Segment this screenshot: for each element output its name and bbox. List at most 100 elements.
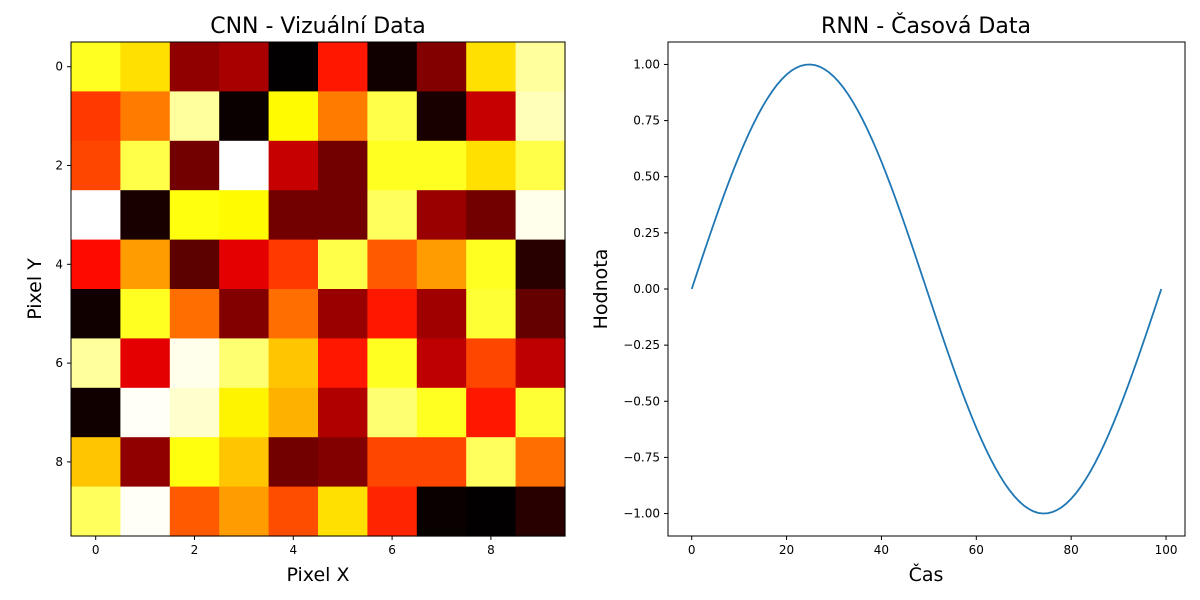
heatmap-x-tick-label: 8 xyxy=(487,543,495,557)
heatmap-cell xyxy=(169,437,220,488)
line-y-tick-label: 1.00 xyxy=(633,57,660,71)
heatmap-cell xyxy=(466,91,517,142)
heatmap-cell xyxy=(318,91,368,142)
heatmap-cell xyxy=(169,140,220,191)
line-x-tick-label: 0 xyxy=(688,543,696,557)
heatmap-cell xyxy=(169,338,220,389)
heatmap-cell xyxy=(219,338,270,389)
line-y-tick-label: 0.00 xyxy=(633,282,660,296)
heatmap-cell xyxy=(169,289,220,339)
heatmap-cell xyxy=(71,387,121,438)
heatmap-cell xyxy=(515,42,566,92)
heatmap-y-tick-label: 0 xyxy=(55,60,63,74)
heatmap-cell xyxy=(219,289,270,339)
heatmap-cell xyxy=(318,289,368,339)
heatmap-cell xyxy=(268,91,319,142)
heatmap-cell xyxy=(120,437,171,488)
line-x-ticks: 0 20 40 60 80 100 xyxy=(688,536,1177,557)
heatmap-cell xyxy=(120,239,171,290)
heatmap-frame xyxy=(70,41,566,537)
heatmap-cell xyxy=(219,42,270,92)
heatmap-cell xyxy=(71,42,121,92)
heatmap-y-tick-label: 8 xyxy=(55,455,63,469)
heatmap-y-label: Pixel Y xyxy=(24,258,46,320)
heatmap-cell xyxy=(367,42,418,92)
heatmap-cell xyxy=(367,289,418,339)
heatmap-cell xyxy=(318,486,368,537)
heatmap-cell xyxy=(219,239,270,290)
heatmap-cell xyxy=(120,486,171,537)
heatmap-cell xyxy=(416,239,467,290)
line-x-tick-label: 20 xyxy=(779,543,794,557)
heatmap-cell xyxy=(416,91,467,142)
heatmap-cell xyxy=(219,91,270,142)
heatmap-x-label: Pixel X xyxy=(286,564,349,586)
heatmap-cell xyxy=(416,42,467,92)
heatmap-cell xyxy=(169,190,220,241)
line-x-tick-label: 80 xyxy=(1064,543,1079,557)
heatmap-cell xyxy=(71,486,121,537)
heatmap-cell xyxy=(515,289,566,339)
heatmap-cell xyxy=(466,387,517,438)
line-y-tick-label: 0.75 xyxy=(633,114,660,128)
heatmap-cell xyxy=(466,338,517,389)
heatmap-cell xyxy=(515,387,566,438)
heatmap-cell xyxy=(219,437,270,488)
heatmap-cell xyxy=(515,91,566,142)
heatmap-cell xyxy=(367,91,418,142)
heatmap-cell xyxy=(515,486,566,537)
heatmap-cell xyxy=(318,437,368,488)
heatmap-cell xyxy=(71,190,121,241)
line-panel: RNN - Časová Data 0 20 40 60 80 100 1.00 0.75 0… xyxy=(590,13,1186,586)
heatmap-cell xyxy=(318,190,368,241)
heatmap-cells xyxy=(71,42,566,537)
heatmap-cell xyxy=(120,289,171,339)
heatmap-cell xyxy=(466,437,517,488)
heatmap-cell xyxy=(416,387,467,438)
heatmap-cell xyxy=(318,42,368,92)
heatmap-cell xyxy=(120,140,171,191)
heatmap-cell xyxy=(367,140,418,191)
heatmap-title: CNN - Vizuální Data xyxy=(210,14,426,39)
heatmap-cell xyxy=(169,239,220,290)
heatmap-cell xyxy=(515,437,566,488)
heatmap-cell xyxy=(466,486,517,537)
heatmap-cell xyxy=(318,239,368,290)
heatmap-cell xyxy=(416,486,467,537)
line-x-label: Čas xyxy=(909,562,944,586)
heatmap-cell xyxy=(120,91,171,142)
heatmap-cell xyxy=(71,140,121,191)
heatmap-cell xyxy=(120,338,171,389)
heatmap-cell xyxy=(416,190,467,241)
line-series xyxy=(690,63,1163,515)
line-y-tick-label: −1.00 xyxy=(623,507,660,521)
heatmap-cell xyxy=(515,239,566,290)
heatmap-cell xyxy=(268,387,319,438)
heatmap-cell xyxy=(120,42,171,92)
heatmap-cell xyxy=(219,140,270,191)
heatmap-cell xyxy=(268,437,319,488)
heatmap-x-tick-label: 2 xyxy=(191,543,199,557)
heatmap-cell xyxy=(515,190,566,241)
line-y-ticks: 1.00 0.75 0.50 0.25 0.00 −0.25 −0.50 −0.75 −1.00 xyxy=(623,57,668,521)
heatmap-cell xyxy=(515,140,566,191)
heatmap-y-ticks: 0 2 4 6 8 xyxy=(55,60,71,469)
heatmap-cell xyxy=(367,239,418,290)
heatmap-cell xyxy=(268,140,319,191)
heatmap-cell xyxy=(318,140,368,191)
heatmap-cell xyxy=(268,486,319,537)
heatmap-cell xyxy=(318,338,368,389)
heatmap-x-tick-label: 6 xyxy=(388,543,396,557)
heatmap-cell xyxy=(466,140,517,191)
heatmap-cell xyxy=(367,387,418,438)
heatmap-cell xyxy=(120,190,171,241)
heatmap-cell xyxy=(416,338,467,389)
heatmap-cell xyxy=(515,338,566,389)
line-y-tick-label: −0.25 xyxy=(623,338,660,352)
heatmap-cell xyxy=(268,338,319,389)
heatmap-cell xyxy=(268,42,319,92)
line-y-tick-label: 0.25 xyxy=(633,226,660,240)
heatmap-cell xyxy=(268,239,319,290)
line-y-tick-label: 0.50 xyxy=(633,170,660,184)
